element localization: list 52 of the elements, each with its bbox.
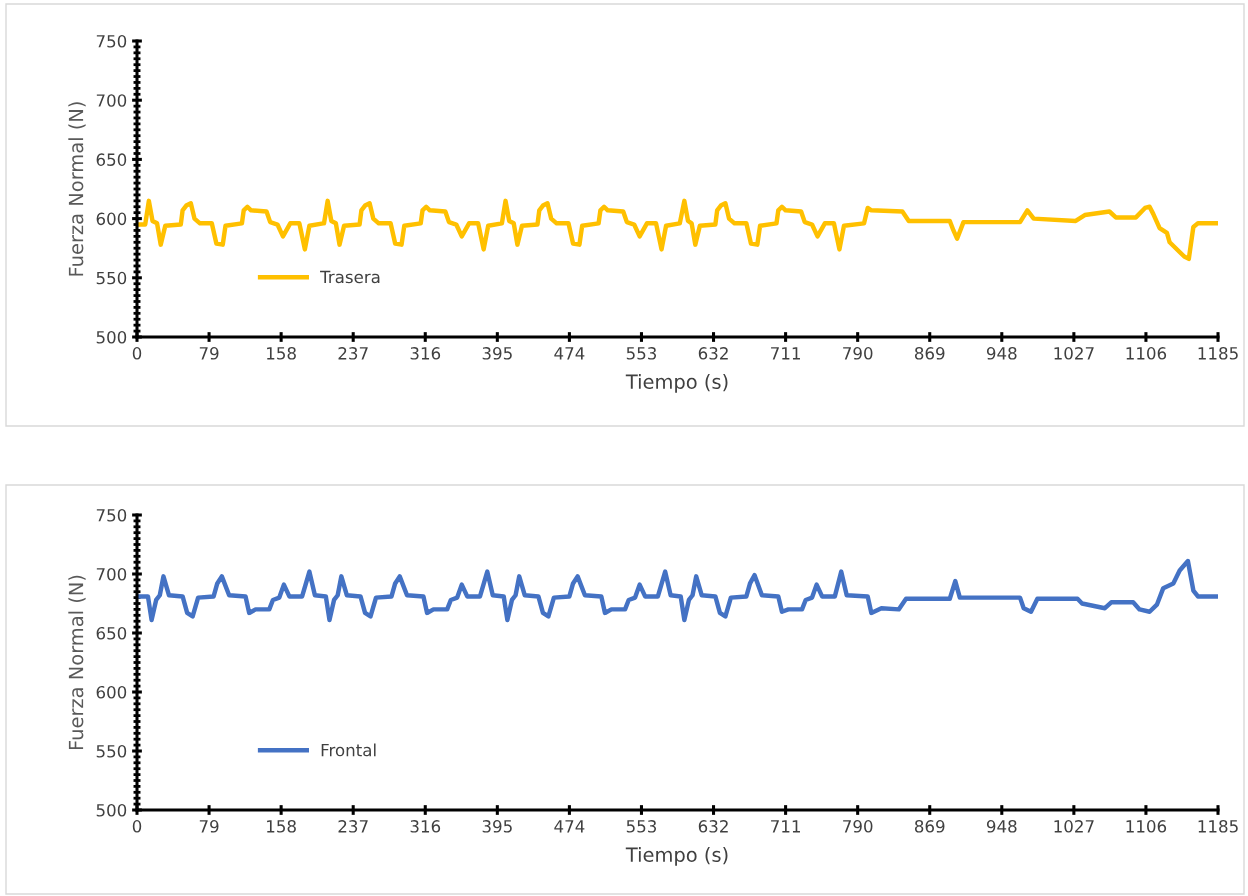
x-tick-label: 948 [986, 347, 1017, 360]
x-tick-label: 869 [914, 347, 945, 360]
x-tick-label: 158 [267, 347, 296, 360]
y-tick-label: 750 [96, 34, 127, 48]
y-axis-title: Fuerza Normal (N) [68, 575, 86, 750]
x-tick-label: 1027 [1054, 347, 1094, 360]
x-tick-label: 1185 [1198, 347, 1238, 360]
x-axis-title: Tiempo (s) [625, 846, 728, 866]
y-tick-label: 650 [96, 626, 127, 640]
x-tick-label: 553 [626, 820, 657, 833]
line-series [137, 558, 1218, 623]
y-tick-label: 650 [96, 153, 127, 166]
x-tick-label: 158 [267, 820, 296, 833]
x-tick-label: 632 [698, 820, 728, 833]
x-tick-label: 395 [482, 347, 512, 360]
x-tick-label: 1106 [1126, 347, 1167, 360]
x-tick-label: 395 [482, 820, 512, 833]
x-tick-label: 316 [410, 347, 441, 360]
x-tick-label: 1106 [1126, 820, 1167, 833]
legend-label: Trasera [320, 270, 380, 284]
y-tick-label: 600 [96, 212, 127, 226]
x-tick-label: 948 [986, 820, 1017, 833]
y-tick-label: 550 [96, 744, 127, 758]
x-tick-label: 711 [771, 347, 800, 360]
x-tick-label: 79 [199, 820, 219, 833]
x-tick-label: 790 [843, 820, 873, 833]
y-tick-label: 500 [96, 803, 127, 817]
x-tick-label: 0 [132, 347, 142, 360]
y-tick-label: 750 [96, 508, 127, 522]
x-tick-label: 237 [338, 347, 368, 360]
y-tick-label: 700 [96, 94, 127, 107]
x-tick-label: 79 [199, 347, 219, 360]
x-tick-label: 316 [410, 820, 441, 833]
y-tick-label: 550 [96, 271, 127, 285]
x-tick-label: 1185 [1198, 820, 1238, 833]
x-tick-label: 474 [554, 820, 585, 833]
x-tick-label: 1027 [1054, 820, 1094, 833]
line-series [137, 198, 1218, 262]
x-tick-label: 474 [554, 347, 585, 360]
x-tick-label: 0 [132, 820, 142, 833]
x-tick-label: 553 [626, 347, 657, 360]
x-tick-label: 632 [698, 347, 728, 360]
y-tick-label: 700 [96, 567, 127, 581]
x-axis-title: Tiempo (s) [625, 373, 728, 393]
legend-label: Frontal [321, 743, 376, 757]
y-tick-label: 600 [96, 685, 127, 699]
x-tick-label: 237 [338, 820, 368, 833]
x-tick-label: 869 [914, 820, 945, 833]
y-axis-title: Fuerza Normal (N) [68, 102, 86, 276]
x-tick-label: 711 [771, 820, 800, 833]
x-tick-label: 790 [843, 347, 873, 360]
y-tick-label: 500 [96, 330, 127, 344]
